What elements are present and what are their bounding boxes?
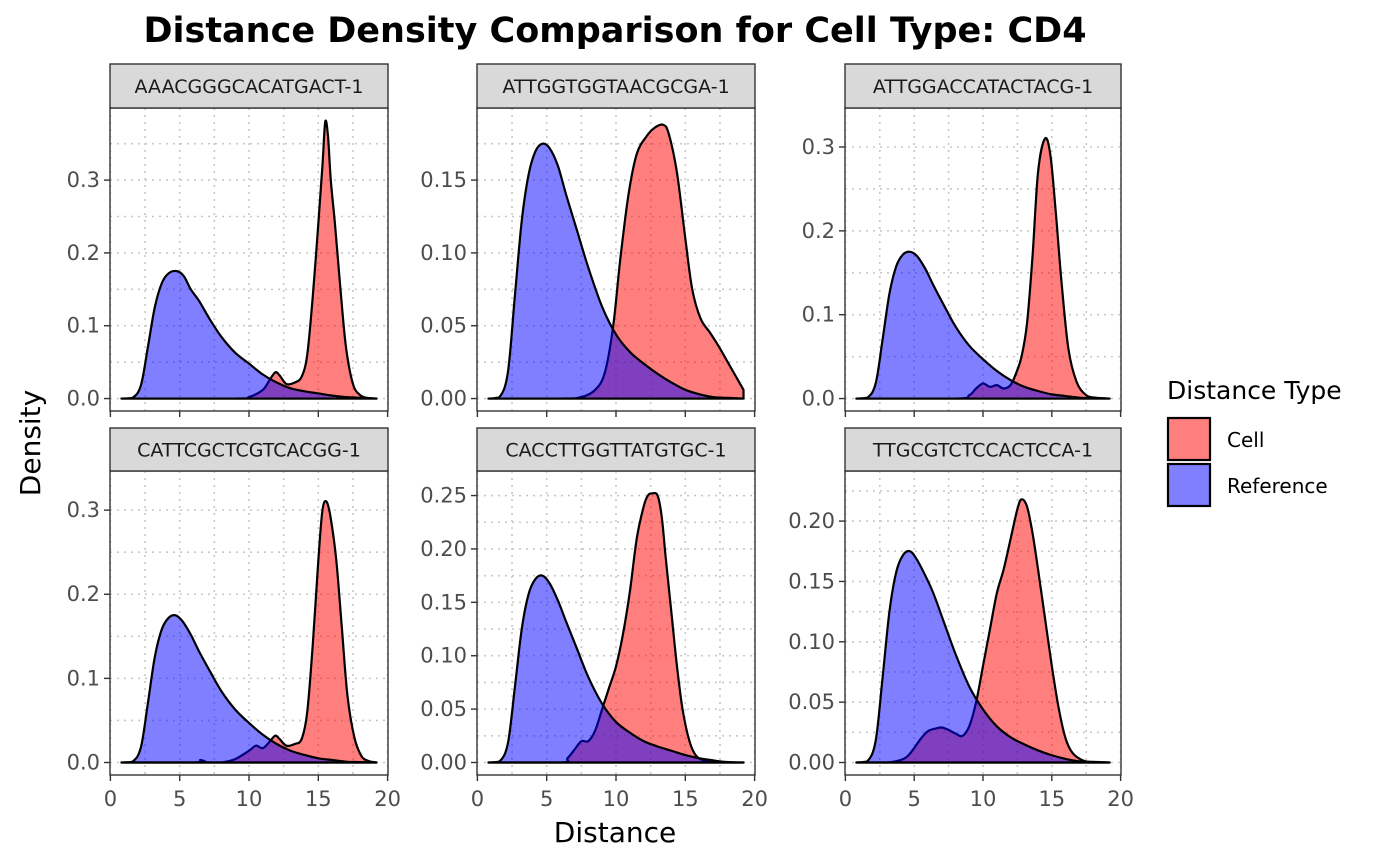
y-tick-label: 0.20 bbox=[420, 537, 467, 561]
facet-panel: AAACGGGCACATGACT-1 0.0 0.1 0.2 0.3 bbox=[67, 63, 389, 417]
x-axis-title: Distance bbox=[554, 816, 676, 849]
y-tick-label: 0.15 bbox=[788, 569, 835, 593]
density-area-reference bbox=[855, 549, 1111, 764]
facet-strip-label: ATTGGTGGTAACGCGA-1 bbox=[502, 76, 729, 98]
y-tick-label: 0.05 bbox=[420, 697, 467, 721]
facet-strip-label: AAACGGGCACATGACT-1 bbox=[135, 76, 364, 98]
y-tick-label: 0.05 bbox=[788, 690, 835, 714]
density-area-reference bbox=[120, 614, 378, 764]
y-tick-label: 0.1 bbox=[67, 314, 100, 338]
x-tick-label: 15 bbox=[1038, 787, 1065, 811]
y-tick-label: 0.3 bbox=[802, 135, 835, 159]
x-tick-label: 5 bbox=[173, 787, 186, 811]
y-tick-label: 0.00 bbox=[420, 387, 467, 411]
x-tick-label: 10 bbox=[970, 787, 997, 811]
y-tick-label: 0.2 bbox=[802, 219, 835, 243]
facet-panel: ATTGGACCATACTACG-1 0.0 0.1 0.2 0.3 bbox=[802, 63, 1122, 417]
x-tick-label: 5 bbox=[908, 787, 921, 811]
density-area-reference bbox=[120, 269, 378, 400]
y-tick-label: 0.3 bbox=[67, 498, 100, 522]
legend-key-reference bbox=[1166, 462, 1212, 508]
facet-strip-label: TTGCGTCTCCACTCCA-1 bbox=[872, 440, 1093, 462]
y-tick-label: 0.1 bbox=[67, 666, 100, 690]
facet-strip bbox=[109, 63, 389, 109]
facet-panel: CATTCGCTCGTCACGG-1 0.0 0.1 0.2 0.3 0 5 10 15 20 bbox=[67, 427, 401, 811]
legend-label: Reference bbox=[1227, 474, 1328, 498]
y-tick-label: 0.25 bbox=[420, 484, 467, 508]
facet-strip bbox=[844, 427, 1122, 472]
y-tick-label: 0.2 bbox=[67, 241, 100, 265]
legend-key-cell bbox=[1166, 416, 1212, 462]
facet-strip-label: CACCTTGGTTATGTGC-1 bbox=[505, 440, 726, 462]
y-tick-label: 0.10 bbox=[420, 241, 467, 265]
y-axis-title: Density bbox=[14, 390, 47, 496]
x-tick-label: 20 bbox=[741, 787, 768, 811]
y-tick-label: 0.10 bbox=[420, 644, 467, 668]
y-tick-label: 0.0 bbox=[802, 387, 835, 411]
y-tick-label: 0.00 bbox=[788, 751, 835, 775]
chart-title: Distance Density Comparison for Cell Typ… bbox=[143, 11, 1086, 51]
y-tick-label: 0.1 bbox=[802, 303, 835, 327]
x-tick-label: 10 bbox=[603, 787, 630, 811]
x-tick-label: 0 bbox=[839, 787, 852, 811]
facet-strip-label: ATTGGACCATACTACG-1 bbox=[873, 76, 1093, 98]
x-tick-label: 5 bbox=[540, 787, 553, 811]
x-tick-label: 10 bbox=[236, 787, 263, 811]
x-tick-label: 20 bbox=[1107, 787, 1134, 811]
facet-strip-label: CATTCGCTCGTCACGG-1 bbox=[137, 440, 361, 462]
legend: Distance Type Cell Reference bbox=[1166, 376, 1342, 508]
facet-strip bbox=[844, 63, 1122, 109]
x-tick-label: 20 bbox=[374, 787, 401, 811]
density-area-reference bbox=[487, 142, 745, 400]
legend-title: Distance Type bbox=[1167, 376, 1342, 405]
y-tick-label: 0.15 bbox=[420, 168, 467, 192]
facet-strip bbox=[476, 63, 756, 109]
y-tick-label: 0.20 bbox=[788, 509, 835, 533]
facet-strip bbox=[109, 427, 389, 472]
y-tick-label: 0.3 bbox=[67, 168, 100, 192]
facet-panel: ATTGGTGGTAACGCGA-1 0.00 0.05 0.10 0.15 bbox=[420, 63, 756, 417]
y-tick-label: 0.05 bbox=[420, 314, 467, 338]
legend-label: Cell bbox=[1227, 428, 1264, 452]
density-area-reference bbox=[855, 250, 1111, 400]
x-tick-label: 0 bbox=[104, 787, 117, 811]
facet-panel: TTGCGTCTCCACTCCA-1 0.00 0.05 0.10 0.15 0.20 0 5… bbox=[788, 427, 1134, 811]
y-tick-label: 0.2 bbox=[67, 582, 100, 606]
x-tick-label: 15 bbox=[672, 787, 699, 811]
y-tick-label: 0.0 bbox=[67, 387, 100, 411]
y-tick-label: 0.10 bbox=[788, 630, 835, 654]
facet-grid: AAACGGGCACATGACT-1 0.0 0.1 0.2 0.3 ATTGGTGGTA… bbox=[67, 63, 1134, 811]
y-tick-label: 0.15 bbox=[420, 590, 467, 614]
x-tick-label: 0 bbox=[471, 787, 484, 811]
facet-strip bbox=[476, 427, 756, 472]
density-area-reference bbox=[487, 574, 745, 764]
y-tick-label: 0.00 bbox=[420, 751, 467, 775]
y-tick-label: 0.0 bbox=[67, 751, 100, 775]
x-tick-label: 15 bbox=[305, 787, 332, 811]
facet-panel: CACCTTGGTTATGTGC-1 0.00 0.05 0.10 0.15 0.20 0.… bbox=[420, 427, 768, 811]
